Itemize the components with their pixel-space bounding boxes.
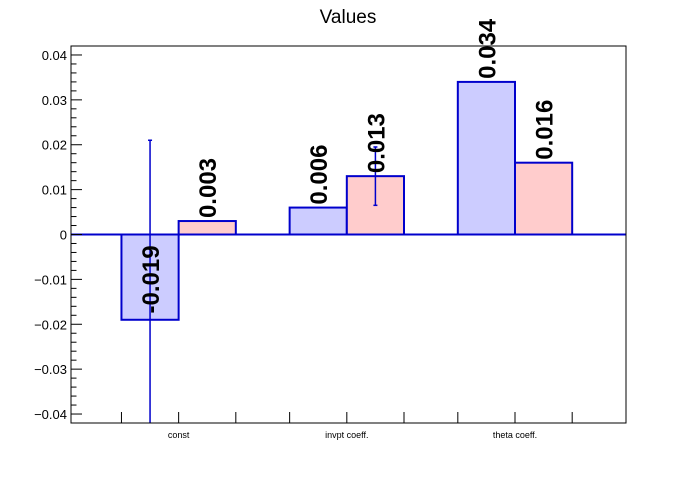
data-label: 0.003 bbox=[195, 158, 222, 218]
y-tick-label: 0.03 bbox=[42, 93, 67, 108]
chart-title: Values bbox=[320, 7, 377, 28]
y-tick-label: −0.04 bbox=[34, 407, 67, 422]
plot-area: -0.019 0.006 0.034 0.003 0.013 0.016 bbox=[71, 18, 626, 423]
bar bbox=[514, 161, 574, 236]
bar bbox=[456, 80, 516, 236]
data-label: 0.006 bbox=[306, 145, 333, 205]
plot-frame bbox=[70, 45, 627, 424]
y-tick-label: 0 bbox=[60, 228, 67, 243]
y-tick-label: 0.04 bbox=[42, 48, 67, 63]
bar bbox=[288, 206, 348, 236]
data-label: -0.019 bbox=[138, 245, 165, 313]
data-label: 0.013 bbox=[363, 113, 390, 173]
x-category-label: invpt coeff. bbox=[325, 430, 368, 440]
data-label: 0.016 bbox=[532, 100, 559, 160]
x-axis: const invpt coeff. theta coeff. bbox=[120, 412, 573, 440]
y-tick-label: −0.03 bbox=[34, 362, 67, 377]
x-category-label: const bbox=[168, 430, 190, 440]
bar bbox=[177, 220, 237, 236]
y-tick-label: −0.01 bbox=[34, 272, 67, 287]
data-label: 0.034 bbox=[474, 18, 501, 79]
y-tick-label: 0.02 bbox=[42, 138, 67, 153]
y-axis: −0.04 −0.03 −0.02 −0.01 0 0.01 0.02 0.03 0.04 bbox=[34, 45, 82, 422]
y-tick-label: 0.01 bbox=[42, 183, 67, 198]
x-category-label: theta coeff. bbox=[493, 430, 537, 440]
y-tick-label: −0.02 bbox=[34, 317, 67, 332]
